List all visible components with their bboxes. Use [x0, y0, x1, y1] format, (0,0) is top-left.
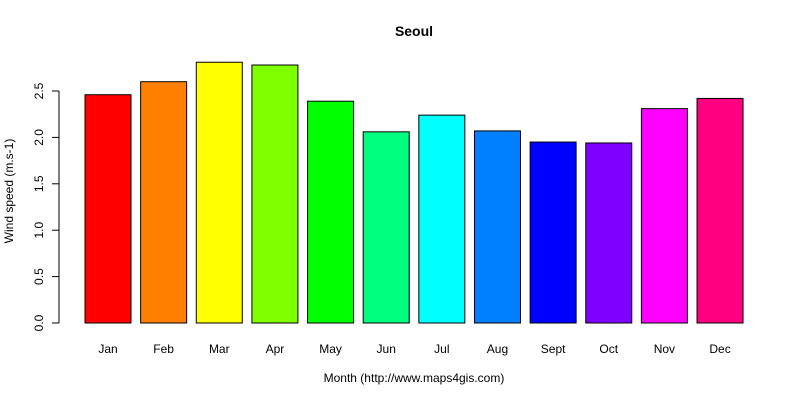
bar-mar [195, 61, 243, 324]
x-axis-label: Month (http://www.maps4gis.com) [324, 371, 505, 385]
x-tick-label: Oct [599, 342, 618, 356]
y-axis: 0.0 0.5 1.0 1.5 2.0 2.5 [32, 82, 60, 331]
y-tick-label: 2.0 [32, 129, 46, 146]
x-tick-label: Jun [377, 342, 396, 356]
x-tick-label: Sept [541, 342, 566, 356]
chart-title: Seoul [395, 23, 433, 39]
bar-aug [473, 130, 521, 324]
bar-jul [418, 114, 466, 324]
bar-feb [140, 81, 188, 324]
bar-apr [251, 64, 299, 324]
bar-dec [696, 97, 744, 324]
y-tick-label: 0.5 [32, 268, 46, 285]
x-tick-label: Apr [266, 342, 285, 356]
x-tick-label: Mar [209, 342, 230, 356]
bar-oct [585, 142, 633, 324]
x-tick-label: Dec [709, 342, 730, 356]
x-tick-label: Nov [654, 342, 675, 356]
x-tick-label: Aug [487, 342, 508, 356]
y-tick-label: 1.5 [32, 175, 46, 192]
x-tick-labels: Jan Feb Mar Apr May Jun Jul Aug Sept Oct Nov Dec [98, 342, 730, 356]
x-tick-label: Feb [153, 342, 174, 356]
bar-jan [84, 94, 132, 324]
y-tick-label: 2.5 [32, 82, 46, 99]
bar-nov [640, 108, 688, 324]
x-tick-label: Jan [98, 342, 117, 356]
y-tick-label: 0.0 [32, 314, 46, 331]
bar-jun [362, 131, 410, 324]
bar-sept [529, 141, 577, 324]
x-tick-label: Jul [434, 342, 449, 356]
bar-may [307, 100, 355, 324]
x-tick-label: May [319, 342, 342, 356]
y-tick-label: 1.0 [32, 222, 46, 239]
y-axis-label: Wind speed (m.s-1) [2, 139, 16, 244]
bars [84, 61, 744, 324]
